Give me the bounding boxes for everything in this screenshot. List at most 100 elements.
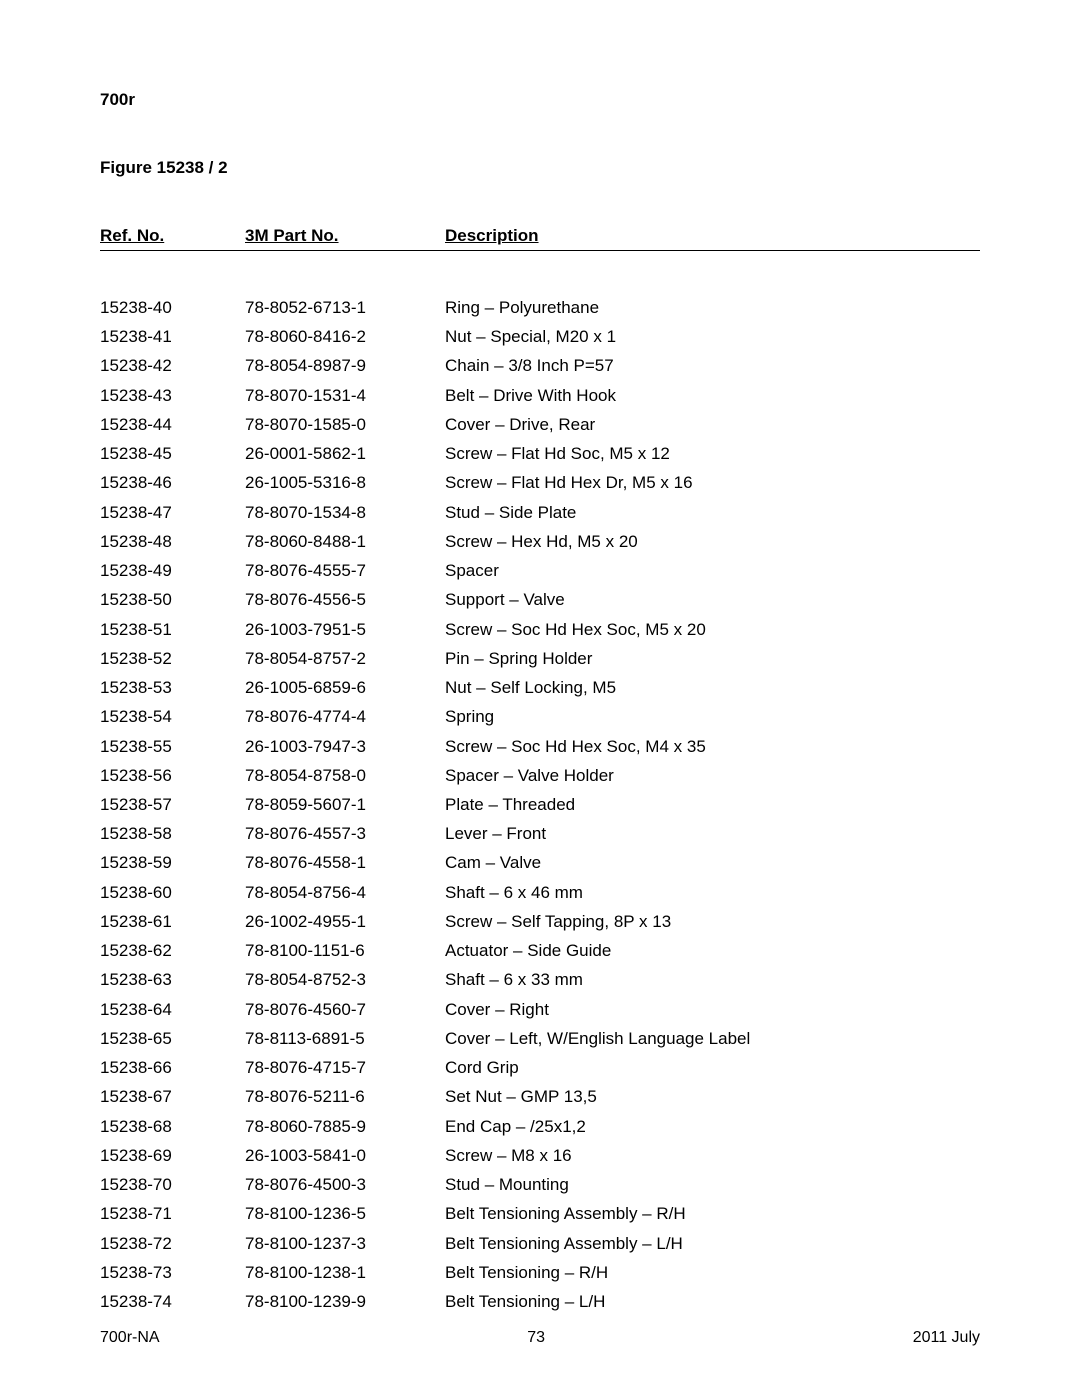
cell-part: 78-8076-4560-7: [245, 995, 445, 1024]
cell-ref: 15238-67: [100, 1082, 245, 1111]
cell-ref: 15238-60: [100, 878, 245, 907]
cell-part: 78-8076-5211-6: [245, 1082, 445, 1111]
cell-desc: Nut – Special, M20 x 1: [445, 322, 980, 351]
cell-desc: Screw – Soc Hd Hex Soc, M4 x 35: [445, 732, 980, 761]
table-row: 15238-7178-8100-1236-5Belt Tensioning As…: [100, 1199, 980, 1228]
cell-part: 26-1003-5841-0: [245, 1141, 445, 1170]
cell-part: 78-8054-8758-0: [245, 761, 445, 790]
table-row: 15238-6678-8076-4715-7Cord Grip: [100, 1053, 980, 1082]
cell-desc: Shaft – 6 x 33 mm: [445, 965, 980, 994]
cell-desc: Spacer: [445, 556, 980, 585]
cell-ref: 15238-73: [100, 1258, 245, 1287]
cell-desc: Screw – Flat Hd Soc, M5 x 12: [445, 439, 980, 468]
table-row: 15238-5978-8076-4558-1Cam – Valve: [100, 848, 980, 877]
table-row: 15238-7278-8100-1237-3Belt Tensioning As…: [100, 1229, 980, 1258]
table-row: 15238-4978-8076-4555-7Spacer: [100, 556, 980, 585]
cell-desc: Belt Tensioning Assembly – R/H: [445, 1199, 980, 1228]
table-row: 15238-6778-8076-5211-6Set Nut – GMP 13,5: [100, 1082, 980, 1111]
cell-part: 78-8076-4715-7: [245, 1053, 445, 1082]
cell-part: 26-1002-4955-1: [245, 907, 445, 936]
cell-part: 78-8100-1239-9: [245, 1287, 445, 1316]
cell-part: 78-8076-4558-1: [245, 848, 445, 877]
cell-part: 78-8059-5607-1: [245, 790, 445, 819]
cell-desc: Cover – Left, W/English Language Label: [445, 1024, 980, 1053]
cell-part: 78-8070-1534-8: [245, 498, 445, 527]
cell-desc: Shaft – 6 x 46 mm: [445, 878, 980, 907]
cell-desc: Spring: [445, 702, 980, 731]
table-row: 15238-6078-8054-8756-4Shaft – 6 x 46 mm: [100, 878, 980, 907]
cell-part: 78-8113-6891-5: [245, 1024, 445, 1053]
cell-part: 78-8076-4556-5: [245, 585, 445, 614]
table-header-row: Ref. No. 3M Part No. Description: [100, 226, 980, 251]
cell-ref: 15238-71: [100, 1199, 245, 1228]
cell-ref: 15238-74: [100, 1287, 245, 1316]
cell-desc: Lever – Front: [445, 819, 980, 848]
cell-ref: 15238-61: [100, 907, 245, 936]
table-row: 15238-4178-8060-8416-2Nut – Special, M20…: [100, 322, 980, 351]
cell-desc: Screw – Hex Hd, M5 x 20: [445, 527, 980, 556]
cell-ref: 15238-48: [100, 527, 245, 556]
cell-ref: 15238-66: [100, 1053, 245, 1082]
table-body: 15238-4078-8052-6713-1Ring – Polyurethan…: [100, 293, 980, 1316]
cell-desc: Screw – Flat Hd Hex Dr, M5 x 16: [445, 468, 980, 497]
cell-ref: 15238-40: [100, 293, 245, 322]
cell-ref: 15238-49: [100, 556, 245, 585]
cell-part: 78-8054-8757-2: [245, 644, 445, 673]
column-header-part: 3M Part No.: [245, 226, 445, 246]
cell-desc: Ring – Polyurethane: [445, 293, 980, 322]
cell-desc: Cord Grip: [445, 1053, 980, 1082]
cell-ref: 15238-64: [100, 995, 245, 1024]
cell-ref: 15238-65: [100, 1024, 245, 1053]
table-row: 15238-6478-8076-4560-7Cover – Right: [100, 995, 980, 1024]
table-row: 15238-5778-8059-5607-1Plate – Threaded: [100, 790, 980, 819]
cell-part: 26-1005-6859-6: [245, 673, 445, 702]
cell-ref: 15238-47: [100, 498, 245, 527]
cell-desc: Plate – Threaded: [445, 790, 980, 819]
table-row: 15238-7378-8100-1238-1Belt Tensioning – …: [100, 1258, 980, 1287]
cell-part: 78-8100-1238-1: [245, 1258, 445, 1287]
cell-ref: 15238-50: [100, 585, 245, 614]
table-row: 15238-5278-8054-8757-2Pin – Spring Holde…: [100, 644, 980, 673]
table-row: 15238-4878-8060-8488-1Screw – Hex Hd, M5…: [100, 527, 980, 556]
table-row: 15238-6926-1003-5841-0Screw – M8 x 16: [100, 1141, 980, 1170]
cell-part: 78-8100-1236-5: [245, 1199, 445, 1228]
figure-title: Figure 15238 / 2: [100, 158, 980, 178]
table-row: 15238-5078-8076-4556-5Support – Valve: [100, 585, 980, 614]
table-row: 15238-6578-8113-6891-5Cover – Left, W/En…: [100, 1024, 980, 1053]
table-row: 15238-5878-8076-4557-3Lever – Front: [100, 819, 980, 848]
cell-part: 78-8070-1585-0: [245, 410, 445, 439]
cell-desc: Belt Tensioning – R/H: [445, 1258, 980, 1287]
cell-ref: 15238-72: [100, 1229, 245, 1258]
cell-desc: Set Nut – GMP 13,5: [445, 1082, 980, 1111]
table-row: 15238-4078-8052-6713-1Ring – Polyurethan…: [100, 293, 980, 322]
cell-desc: Cover – Drive, Rear: [445, 410, 980, 439]
table-row: 15238-6378-8054-8752-3Shaft – 6 x 33 mm: [100, 965, 980, 994]
table-row: 15238-5526-1003-7947-3Screw – Soc Hd Hex…: [100, 732, 980, 761]
cell-desc: Chain – 3/8 Inch P=57: [445, 351, 980, 380]
cell-desc: Support – Valve: [445, 585, 980, 614]
cell-desc: Screw – M8 x 16: [445, 1141, 980, 1170]
footer-date: 2011 July: [913, 1329, 980, 1347]
cell-part: 78-8060-8416-2: [245, 322, 445, 351]
cell-part: 78-8076-4555-7: [245, 556, 445, 585]
cell-desc: Stud – Mounting: [445, 1170, 980, 1199]
table-row: 15238-5678-8054-8758-0Spacer – Valve Hol…: [100, 761, 980, 790]
cell-ref: 15238-51: [100, 615, 245, 644]
cell-desc: End Cap – /25x1,2: [445, 1112, 980, 1141]
cell-part: 78-8100-1237-3: [245, 1229, 445, 1258]
cell-desc: Actuator – Side Guide: [445, 936, 980, 965]
cell-ref: 15238-54: [100, 702, 245, 731]
cell-desc: Belt Tensioning Assembly – L/H: [445, 1229, 980, 1258]
cell-desc: Nut – Self Locking, M5: [445, 673, 980, 702]
footer-model: 700r-NA: [100, 1329, 160, 1347]
table-row: 15238-5326-1005-6859-6Nut – Self Locking…: [100, 673, 980, 702]
cell-desc: Cam – Valve: [445, 848, 980, 877]
cell-part: 78-8054-8752-3: [245, 965, 445, 994]
cell-ref: 15238-57: [100, 790, 245, 819]
footer-page-number: 73: [527, 1329, 545, 1347]
table-row: 15238-4378-8070-1531-4Belt – Drive With …: [100, 381, 980, 410]
table-row: 15238-7478-8100-1239-9Belt Tensioning – …: [100, 1287, 980, 1316]
page-footer: 700r-NA 73 2011 July: [100, 1329, 980, 1347]
cell-ref: 15238-46: [100, 468, 245, 497]
cell-ref: 15238-43: [100, 381, 245, 410]
